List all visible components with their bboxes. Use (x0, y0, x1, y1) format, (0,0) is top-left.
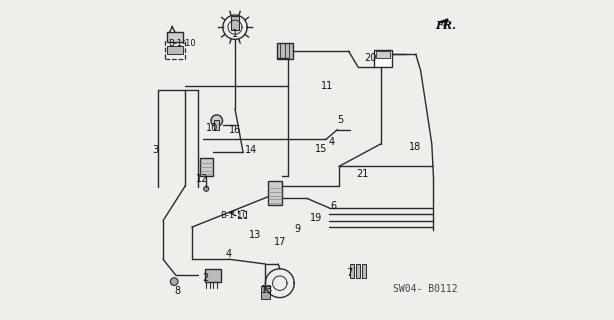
Text: B-1-10: B-1-10 (220, 212, 248, 220)
Text: 21: 21 (357, 169, 369, 180)
Text: 16: 16 (228, 124, 241, 135)
Bar (214, 120, 219, 130)
Bar (374, 50, 392, 67)
Text: 13: 13 (249, 230, 261, 240)
Text: 6: 6 (330, 201, 336, 212)
Text: 14: 14 (244, 145, 257, 156)
Text: 20: 20 (365, 52, 377, 63)
Text: 19: 19 (309, 212, 322, 223)
Text: 12: 12 (196, 174, 208, 184)
Text: 2: 2 (202, 273, 208, 284)
Text: 9: 9 (295, 224, 301, 234)
Bar (165, 40, 185, 59)
Text: 4: 4 (225, 249, 231, 260)
Bar (356, 264, 360, 278)
Text: 8: 8 (174, 285, 181, 296)
Text: 3: 3 (153, 145, 159, 156)
Circle shape (204, 186, 209, 191)
Bar (260, 286, 270, 299)
Bar (350, 264, 354, 278)
Bar (238, 210, 246, 218)
Bar (276, 43, 293, 59)
Bar (167, 32, 182, 42)
Text: 15: 15 (315, 144, 327, 154)
Text: 5: 5 (338, 115, 344, 125)
Text: 13: 13 (260, 284, 273, 295)
Bar (231, 16, 239, 30)
Text: 10: 10 (206, 123, 219, 133)
Text: 18: 18 (410, 142, 422, 152)
Text: 4: 4 (328, 137, 335, 148)
Text: B-1-10: B-1-10 (168, 39, 195, 48)
Text: 7: 7 (346, 268, 352, 278)
Bar (200, 158, 213, 176)
Bar (376, 51, 390, 58)
Text: FR.: FR. (435, 20, 456, 31)
Circle shape (170, 278, 178, 285)
Text: 11: 11 (321, 81, 333, 92)
Bar (204, 269, 220, 282)
Bar (167, 46, 182, 54)
Circle shape (211, 115, 222, 126)
Text: 17: 17 (274, 236, 287, 247)
Bar (268, 181, 282, 205)
Bar (362, 264, 366, 278)
Text: SW04- B0112: SW04- B0112 (394, 284, 458, 294)
Text: 1: 1 (232, 28, 238, 39)
